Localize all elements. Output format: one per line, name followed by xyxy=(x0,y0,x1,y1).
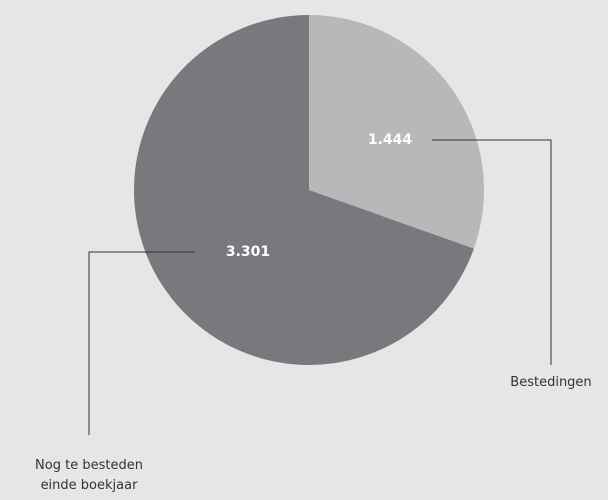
value-label: 1.444 xyxy=(368,132,413,148)
leader-line xyxy=(432,139,552,365)
pie-slice xyxy=(134,15,474,365)
category-label: Bestedingen xyxy=(510,375,592,390)
pie-slice xyxy=(309,15,484,249)
category-label: Nog te besteden einde boekjaar xyxy=(35,458,143,493)
leader-line xyxy=(88,251,195,435)
value-label: 3.301 xyxy=(226,244,270,260)
